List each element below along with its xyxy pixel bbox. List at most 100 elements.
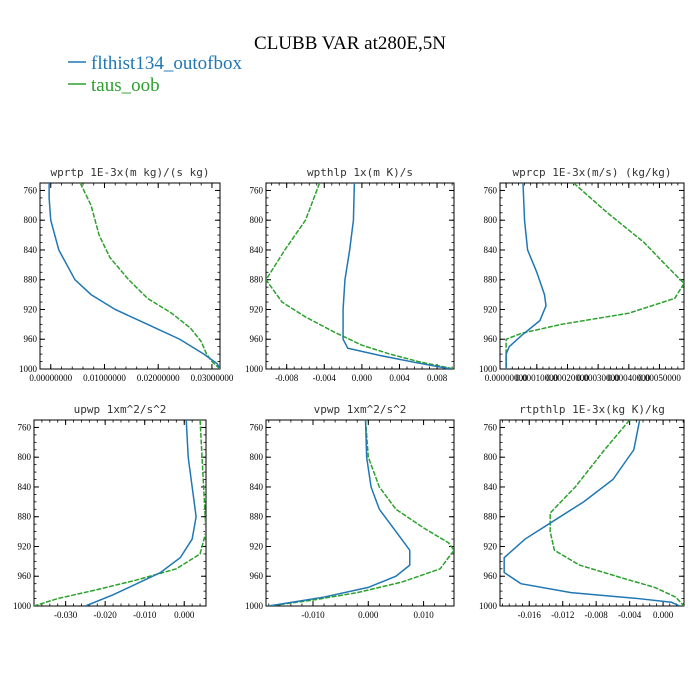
y-tick-label: 960 <box>484 571 498 581</box>
y-tick-label: 800 <box>24 215 38 225</box>
y-tick-label: 1000 <box>479 364 498 374</box>
series-line-taus_oob <box>268 420 454 606</box>
y-tick-label: 960 <box>24 334 38 344</box>
y-tick-label: 840 <box>484 245 498 255</box>
y-tick-label: 880 <box>24 275 38 285</box>
x-tick-label: 0.00050000 <box>638 373 681 383</box>
x-tick-label: -0.010 <box>301 610 325 620</box>
plot-frame <box>39 182 221 370</box>
panel-title: wpthlp 1x(m K)/s <box>307 166 413 179</box>
y-tick-label: 760 <box>18 422 32 432</box>
x-tick-label: 0.00040000 <box>607 373 650 383</box>
y-tick-label: 960 <box>484 334 498 344</box>
y-tick-label: 760 <box>250 185 264 195</box>
y-tick-label: 960 <box>18 571 32 581</box>
series-line-flthist134_outofbox <box>85 420 197 606</box>
y-tick-label: 920 <box>484 541 498 551</box>
y-tick-label: 880 <box>250 512 264 522</box>
x-tick-label: 0.000 <box>653 610 674 620</box>
y-tick-label: 760 <box>24 185 38 195</box>
y-tick-label: 920 <box>24 304 38 314</box>
y-tick-label: 960 <box>250 334 264 344</box>
x-tick-label: 0.010 <box>413 610 434 620</box>
y-tick-label: 920 <box>250 304 264 314</box>
x-tick-label: 0.000 <box>358 610 379 620</box>
y-tick-label: 920 <box>250 541 264 551</box>
plot-frame <box>265 419 455 607</box>
plot-frame <box>265 182 455 370</box>
series-line-flthist134_outofbox <box>505 183 547 369</box>
y-tick-label: 880 <box>18 512 32 522</box>
x-tick-label: 0.004 <box>389 373 410 383</box>
x-tick-label: -0.004 <box>618 610 642 620</box>
series-line-taus_oob <box>266 183 454 369</box>
y-tick-label: 800 <box>484 215 498 225</box>
series-line-taus_oob <box>79 183 220 369</box>
y-tick-label: 800 <box>18 452 32 462</box>
panel-2: wpthlp 1x(m K)/s 760 800 840 880 920 960 1000 -0… <box>245 166 455 383</box>
plot-frame <box>33 419 207 607</box>
y-tick-label: 1000 <box>479 601 498 611</box>
y-tick-label: 840 <box>484 482 498 492</box>
series-line-taus_oob <box>505 183 684 369</box>
y-tick-label: 800 <box>484 452 498 462</box>
x-tick-label: 0.00020000 <box>546 373 589 383</box>
figure-title: CLUBB VAR at280E,5N <box>254 33 446 54</box>
y-tick-label: 880 <box>484 275 498 285</box>
y-tick-label: 840 <box>18 482 32 492</box>
panel-3: wprcp 1E-3x(m/s) (kg/kg) 760 800 840 880 920 9… <box>479 166 685 383</box>
panel-1: wprtp 1E-3x(m kg)/(s kg) 760 800 840 880 920 9… <box>19 166 234 383</box>
panel-4: upwp 1xm^2/s^2 760 800 840 880 920 960 1000 -0.0… <box>13 403 207 620</box>
y-tick-label: 880 <box>250 275 264 285</box>
y-tick-label: 920 <box>18 541 32 551</box>
y-tick-label: 920 <box>484 304 498 314</box>
y-tick-label: 1000 <box>245 364 264 374</box>
plot-frame <box>499 419 685 607</box>
x-tick-label: 0.02000000 <box>137 373 180 383</box>
y-tick-label: 760 <box>484 185 498 195</box>
series-line-taus_oob <box>549 420 684 606</box>
x-tick-label: 0.008 <box>427 373 448 383</box>
y-tick-label: 1000 <box>19 364 38 374</box>
x-tick-label: 0.00030000 <box>577 373 620 383</box>
series-line-flthist134_outofbox <box>503 420 681 606</box>
x-tick-label: -0.012 <box>551 610 574 620</box>
x-tick-label: -0.004 <box>313 373 337 383</box>
y-tick-label: 1000 <box>13 601 32 611</box>
x-tick-label: -0.020 <box>94 610 118 620</box>
y-tick-label: 1000 <box>245 601 264 611</box>
series-line-flthist134_outofbox <box>48 183 220 369</box>
series-line-flthist134_outofbox <box>268 420 411 606</box>
x-tick-label: 0.00000000 <box>485 373 528 383</box>
legend: flthist134_outofbox taus_oob <box>68 53 242 96</box>
y-tick-label: 840 <box>250 245 264 255</box>
series-line-taus_oob <box>34 420 206 606</box>
x-tick-label: -0.008 <box>275 373 299 383</box>
x-tick-label: -0.030 <box>54 610 78 620</box>
legend-label-1: flthist134_outofbox <box>91 53 242 74</box>
y-tick-label: 960 <box>250 571 264 581</box>
panel-5: vpwp 1xm^2/s^2 760 800 840 880 920 960 1000 -0.0… <box>245 403 455 620</box>
legend-label-2: taus_oob <box>91 75 160 96</box>
panels: wprtp 1E-3x(m kg)/(s kg) 760 800 840 880 920 9… <box>13 166 685 620</box>
x-tick-label: 0.000 <box>174 610 195 620</box>
x-tick-label: 0.000 <box>352 373 373 383</box>
y-tick-label: 760 <box>250 422 264 432</box>
y-tick-label: 840 <box>250 482 264 492</box>
y-tick-label: 800 <box>250 215 264 225</box>
y-tick-label: 880 <box>484 512 498 522</box>
y-tick-label: 800 <box>250 452 264 462</box>
x-tick-label: 0.03000000 <box>191 373 234 383</box>
panel-title: wprtp 1E-3x(m kg)/(s kg) <box>51 166 210 179</box>
panel-title: wprcp 1E-3x(m/s) (kg/kg) <box>513 166 672 179</box>
y-tick-label: 840 <box>24 245 38 255</box>
plot-frame <box>499 182 685 370</box>
x-tick-label: 0.00000000 <box>29 373 72 383</box>
panel-6: rtpthlp 1E-3x(kg K)/kg 760 800 840 880 920 960… <box>479 403 685 620</box>
panel-title: vpwp 1xm^2/s^2 <box>314 403 407 416</box>
x-tick-label: -0.016 <box>518 610 542 620</box>
y-tick-label: 760 <box>484 422 498 432</box>
x-tick-label: 0.00010000 <box>515 373 558 383</box>
panel-title: rtpthlp 1E-3x(kg K)/kg <box>519 403 665 416</box>
